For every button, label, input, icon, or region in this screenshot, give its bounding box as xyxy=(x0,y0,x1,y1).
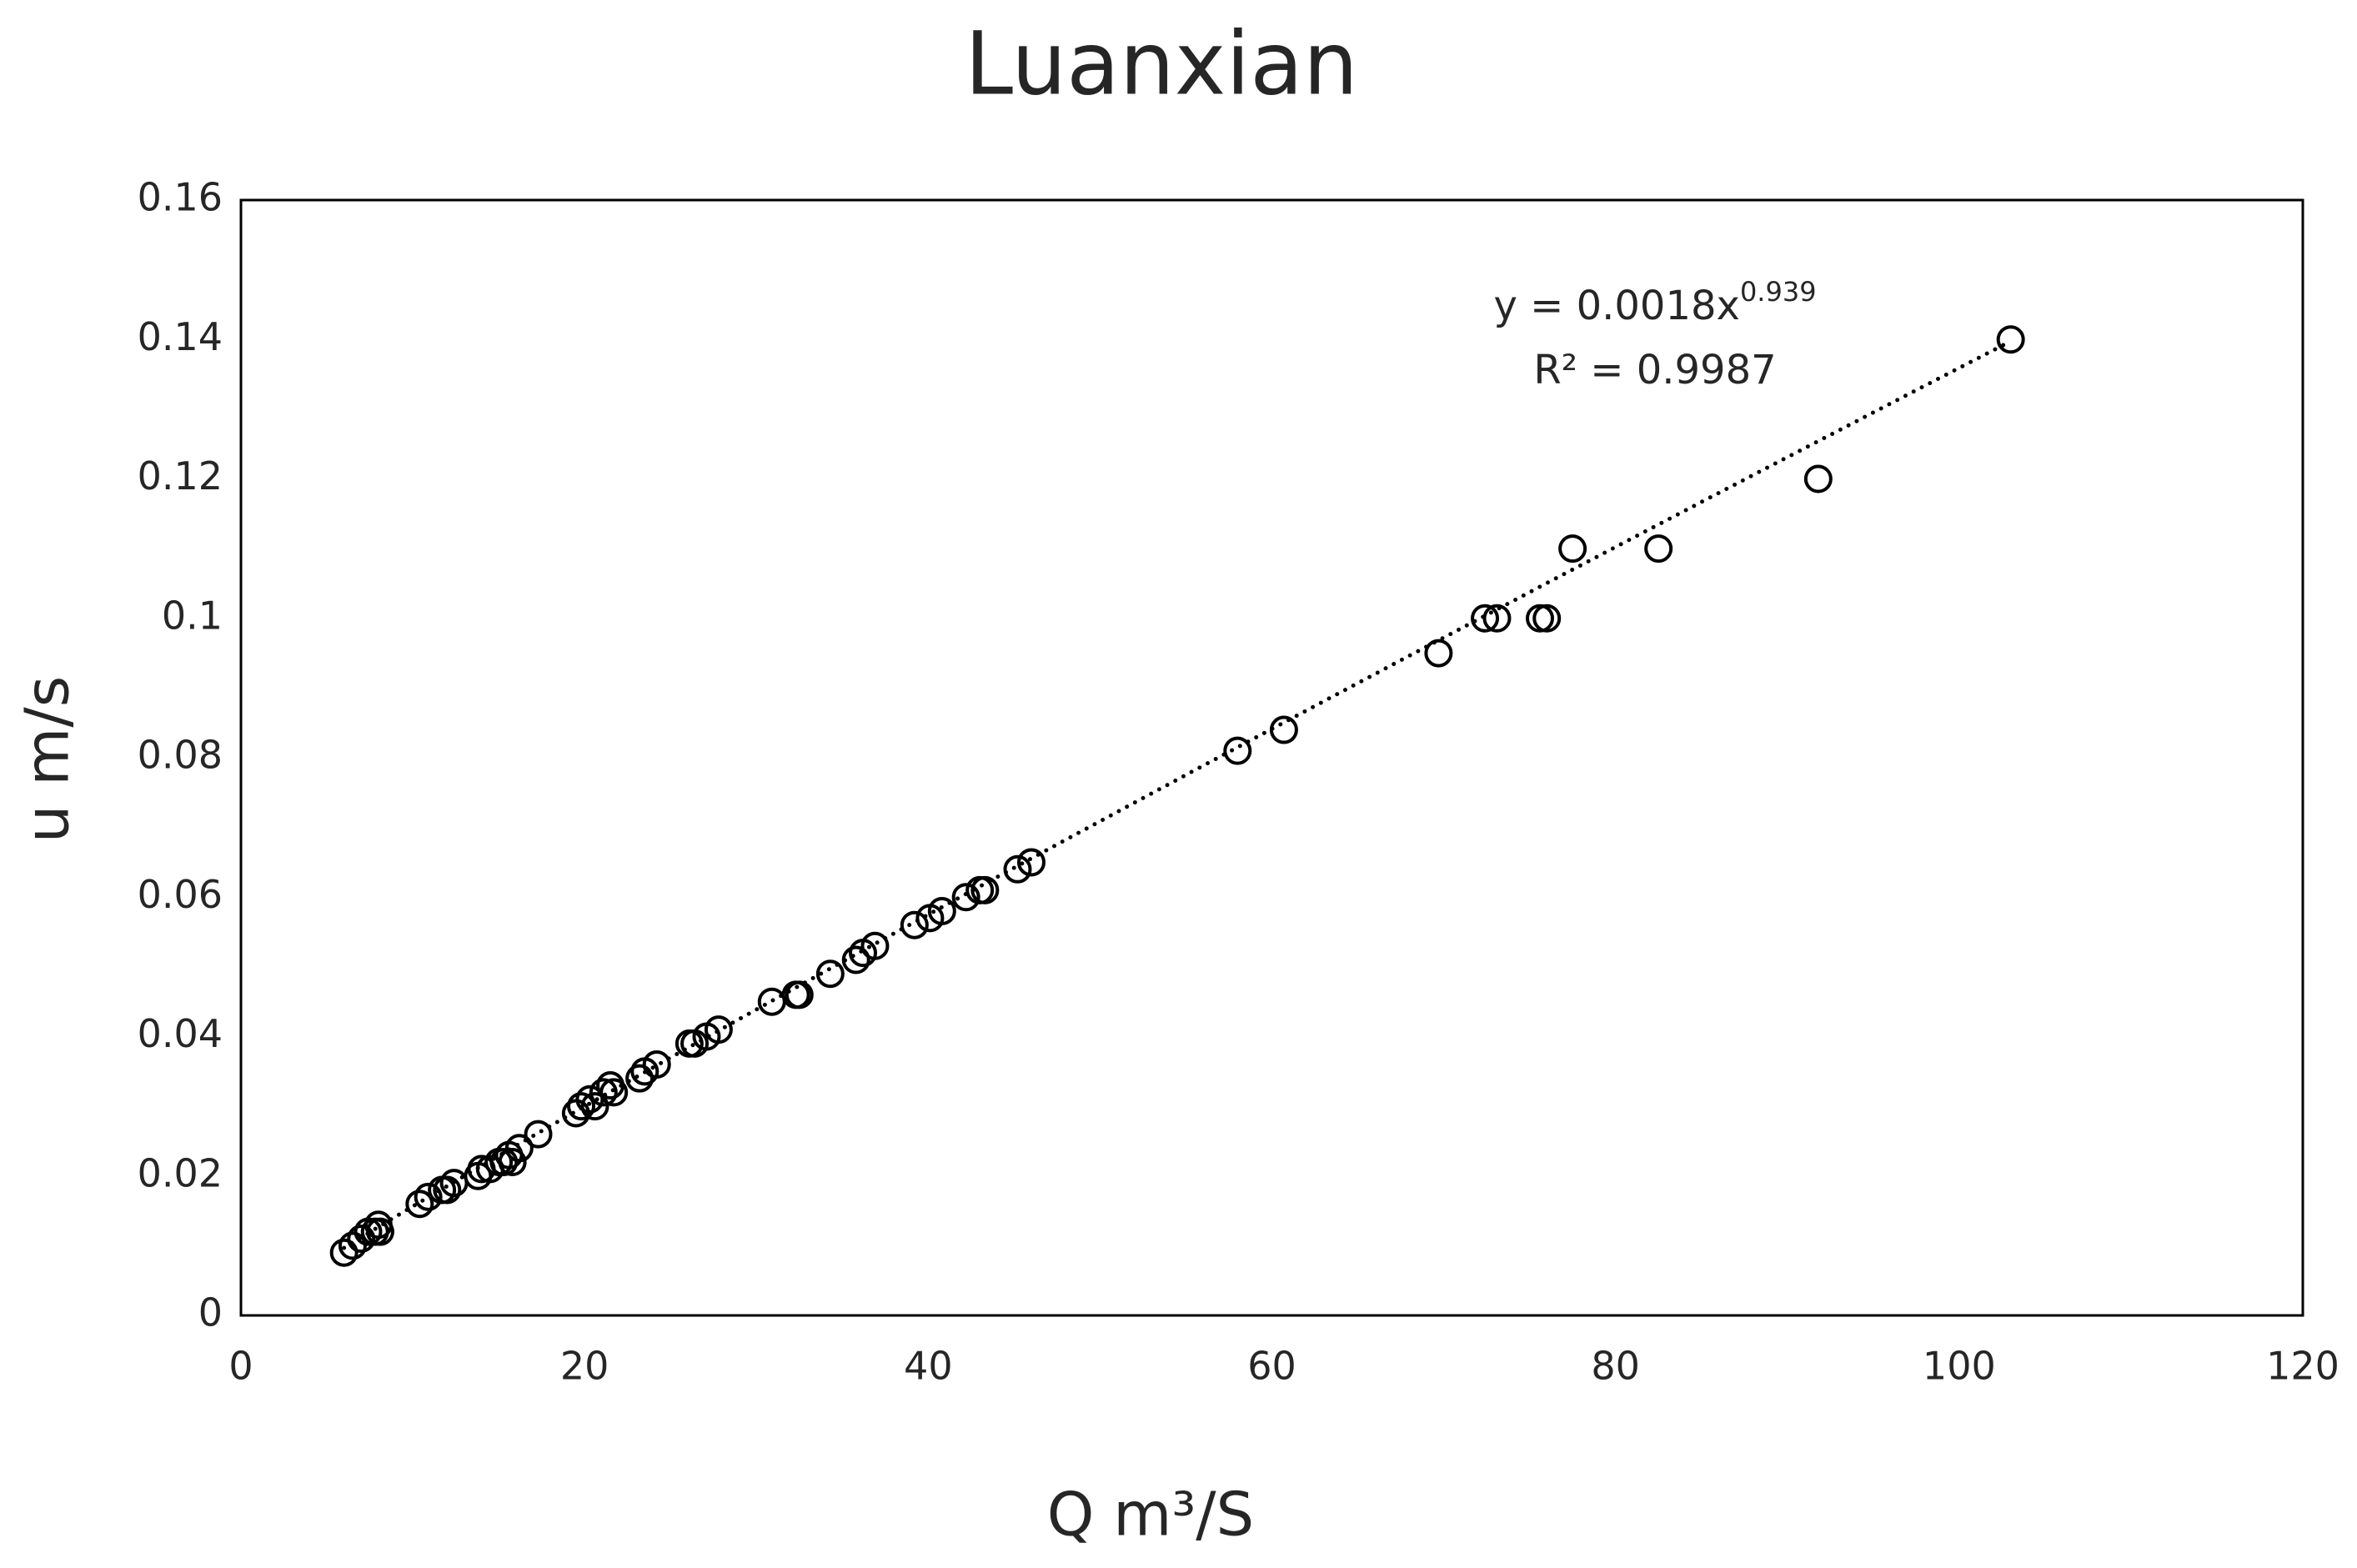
point xyxy=(1558,534,1587,564)
point xyxy=(625,1064,654,1093)
point xyxy=(951,883,980,912)
x-tick-label: 20 xyxy=(560,1344,609,1389)
point xyxy=(524,1120,553,1149)
x-axis-label: Q m³/S xyxy=(1047,1480,1255,1550)
point xyxy=(405,1190,434,1219)
point xyxy=(338,1231,367,1260)
y-tick-label: 0.08 xyxy=(138,733,223,778)
y-tick-label: 0.02 xyxy=(138,1150,223,1195)
point xyxy=(504,1134,534,1163)
point xyxy=(1532,604,1562,633)
point xyxy=(414,1182,443,1211)
point xyxy=(1482,604,1512,633)
x-tick-label: 40 xyxy=(904,1344,953,1389)
point xyxy=(900,910,929,939)
point xyxy=(1223,736,1252,765)
point xyxy=(1525,604,1554,633)
x-tick-label: 60 xyxy=(1247,1344,1296,1389)
y-tick-label: 0.14 xyxy=(138,314,223,359)
x-tick-label: 0 xyxy=(228,1344,253,1389)
equation-exponent: 0.939 xyxy=(1740,276,1817,308)
chart-title: Luanxian xyxy=(965,13,1358,114)
point xyxy=(580,1092,609,1121)
point xyxy=(1471,604,1500,633)
y-axis-label: u m/s xyxy=(13,676,83,843)
point xyxy=(927,896,956,925)
equation-base: y = 0.0018x xyxy=(1493,283,1740,329)
plot-frame xyxy=(239,198,2304,1317)
trendline-equation: y = 0.0018x0.939 xyxy=(1493,276,1816,329)
point xyxy=(1424,639,1453,668)
r-squared: R² = 0.9987 xyxy=(1533,347,1776,393)
point xyxy=(1996,325,2025,354)
point xyxy=(1644,534,1673,564)
point xyxy=(489,1148,519,1177)
point xyxy=(860,931,890,960)
y-tick-label: 0.12 xyxy=(138,453,223,498)
point xyxy=(1269,715,1298,744)
y-tick-label: 0.04 xyxy=(138,1011,223,1056)
point xyxy=(347,1225,376,1254)
y-tick-label: 0.1 xyxy=(162,593,223,638)
point xyxy=(1003,854,1032,884)
y-tick-label: 0.06 xyxy=(138,872,223,917)
point xyxy=(498,1148,527,1177)
point xyxy=(642,1050,671,1079)
point xyxy=(1803,464,1833,493)
x-tick-label: 80 xyxy=(1591,1344,1640,1389)
point xyxy=(815,959,845,989)
point xyxy=(785,980,814,1009)
point xyxy=(365,1217,394,1246)
point xyxy=(1016,848,1046,877)
point xyxy=(433,1175,462,1205)
point xyxy=(704,1015,733,1044)
point xyxy=(970,875,1000,904)
point xyxy=(599,1078,629,1107)
y-tick-label: 0.16 xyxy=(138,175,223,220)
x-tick-label: 120 xyxy=(2266,1344,2339,1389)
x-tick-label: 100 xyxy=(1923,1344,1996,1389)
point xyxy=(589,1078,618,1107)
point xyxy=(567,1092,596,1121)
point xyxy=(841,945,870,974)
y-tick-label: 0 xyxy=(198,1290,223,1335)
point xyxy=(329,1238,359,1267)
